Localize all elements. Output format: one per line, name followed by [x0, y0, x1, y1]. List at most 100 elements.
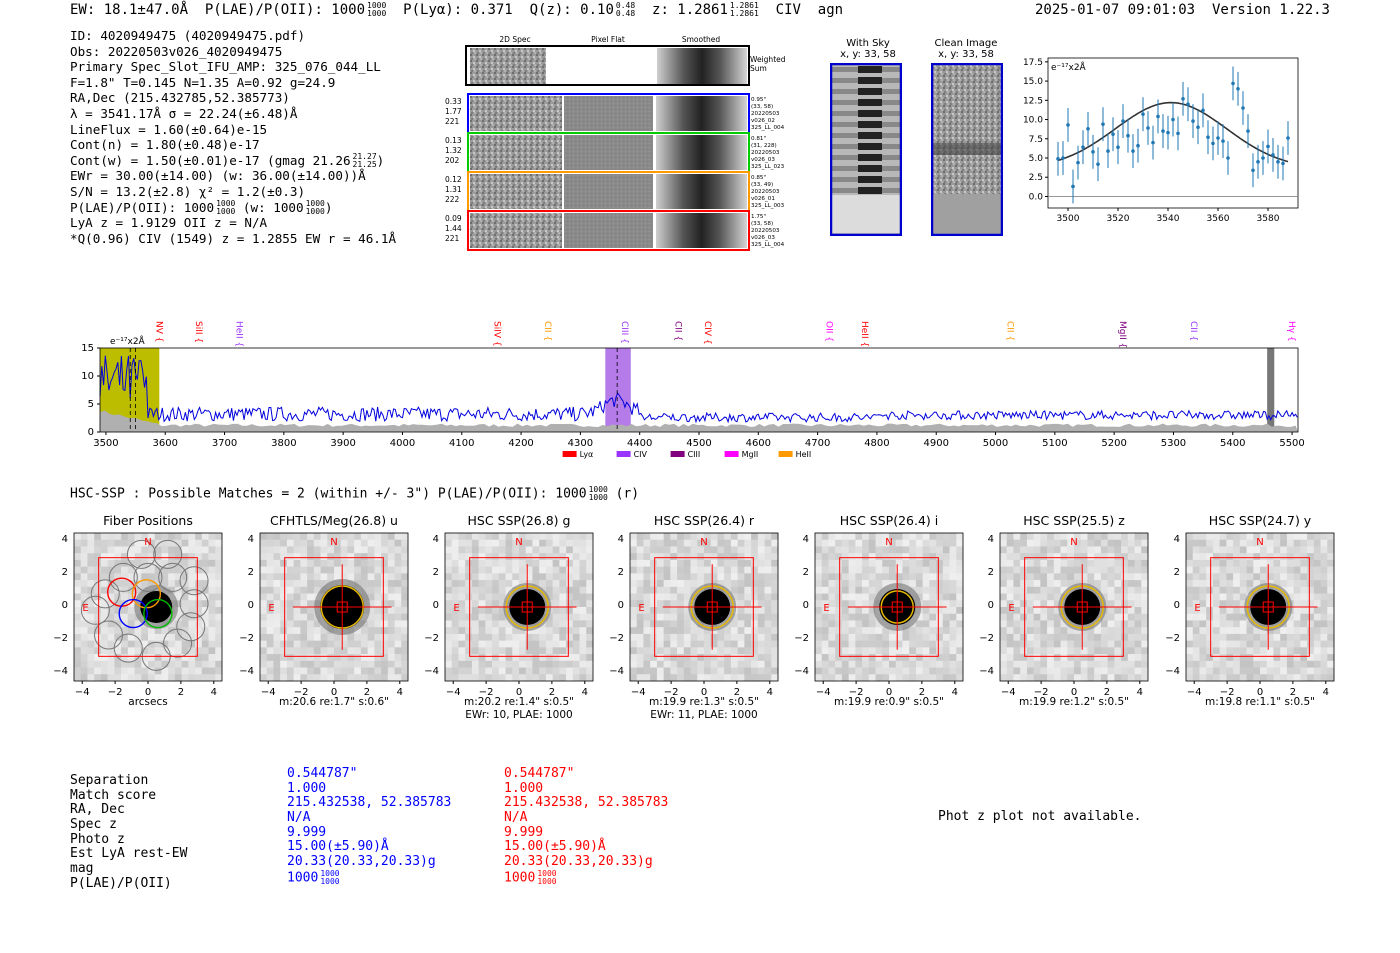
row-right-value: v026_02 [751, 118, 775, 124]
panel-xtick-label: 0 [516, 687, 522, 698]
panel-ytick-label: 0 [987, 600, 994, 611]
header-z: z: 1.2861 [652, 2, 728, 18]
fit-point [1226, 156, 1230, 160]
panel-xtick-label: 4 [582, 687, 588, 698]
legend-label: MgII [742, 450, 759, 459]
fit-point [1201, 108, 1205, 113]
center-box [1076, 601, 1088, 613]
table-cell: 1000 1000 1000 [504, 868, 557, 886]
row-right-value: 325_LL_003 [751, 203, 785, 209]
fiber-circle [90, 579, 120, 609]
panel-xtick-label: −4 [261, 687, 276, 698]
panel-xtick-label: −4 [75, 687, 90, 698]
panel-subtitle: m:20.2 re:1.4" s:0.5" [464, 696, 574, 708]
pixel-grid [1000, 533, 1149, 682]
spec-xtick-label: 4000 [390, 438, 415, 449]
fit-ytick-label: 5.0 [1029, 154, 1044, 164]
clean-xy: x, y: 33, 58 [938, 49, 994, 60]
fit-point [1216, 136, 1220, 140]
panel-ytick-label: 2 [1173, 567, 1180, 579]
panel-ytick-label: 0 [617, 600, 624, 611]
frac-lo: 0.48 [615, 9, 636, 18]
cutout-panel: N E −4 −2 0 2 4 [629, 532, 779, 698]
row-right-value: v026_01 [751, 196, 775, 202]
source-core [140, 591, 173, 623]
sum-label: Sum [750, 64, 767, 73]
fiber-circle [153, 539, 183, 569]
match-red: 0.544787" 1.000 215.432538, 52.385783 N/A 9.… [504, 766, 668, 886]
spec-xtick-label: 4800 [864, 438, 889, 449]
panel-ytick-label: 4 [617, 534, 624, 546]
sky-source [858, 77, 882, 84]
table-cell: N/A [287, 810, 311, 826]
info-lyaz: LyA z = 1.9129 OII z = N/A [70, 215, 268, 231]
fit-xtick-label: 3580 [1257, 214, 1280, 224]
panel-ytick-label: 2 [432, 567, 439, 579]
with-sky-image [830, 63, 902, 236]
table-cell: mag [70, 861, 94, 877]
clean-title: Clean Image x, y: 33, 58 [918, 38, 1014, 60]
north-label: N [144, 537, 151, 548]
panel-ytick-label: 4 [987, 534, 994, 546]
panel-xtick-label: −4 [1187, 687, 1202, 698]
frac-lo: 1.2861 [729, 9, 759, 18]
fit-xtick-label: 3560 [1207, 214, 1230, 224]
spec-ytick-label: 5 [88, 399, 94, 410]
row-gap [562, 173, 564, 210]
emission-line-label: SiII { [193, 321, 203, 343]
fit-point [1141, 112, 1145, 116]
fit-point [1271, 153, 1275, 157]
header-right: 2025-01-07 09:01:03 Version 1.22.3 [1035, 2, 1330, 18]
emission-line-label: MgII { [1117, 321, 1127, 348]
fiber-circle [179, 566, 209, 596]
table-cell: Spec z [70, 817, 117, 833]
fit-point [1241, 106, 1245, 110]
panel-ytick-label: 2 [987, 567, 994, 579]
fit-ytick-label: 2.5 [1029, 173, 1043, 183]
legend-swatch [670, 451, 685, 457]
search-box [839, 557, 939, 657]
panel-ytick-label: 4 [61, 534, 68, 546]
east-label: E [453, 603, 459, 614]
fit-point [1161, 129, 1165, 133]
east-label: E [638, 603, 644, 614]
panel-ytick-label: −4 [979, 665, 994, 677]
legend-label: HeII [796, 450, 812, 459]
panel-xtick-label: −2 [108, 687, 123, 698]
info-plae: P(LAE)/P(OII): 1000 1000 1000 (w: 1000 1000… [70, 200, 396, 216]
spec-xtick-label: 4600 [746, 438, 771, 449]
cutout-panel: N E −4 −2 0 2 4 [444, 532, 594, 698]
panel-title: HSC SSP(25.5) z [1023, 513, 1125, 528]
panel-ytick-label: −4 [1165, 665, 1180, 677]
emission-line-label: CII { [1004, 321, 1014, 341]
row-right-value: 325_LL_004 [751, 125, 785, 131]
fiber-green [143, 598, 173, 629]
header-plya: P(Lyα): 0.371 [403, 2, 513, 18]
plae-end: ) [324, 199, 333, 215]
fit-point [1166, 130, 1170, 135]
info-contw: Cont(w) = 1.50(±0.01)e-17 (gmag 21.26 21.… [70, 153, 396, 169]
row-left-value: 221 [445, 117, 460, 126]
panel-subtitle: m:20.6 re:1.7" s:0.6" [279, 696, 389, 708]
spec-xtick-label: 4100 [449, 438, 474, 449]
info-ewr: EWr = 30.00(±14.00) (w: 36.00(±14.00))Å [70, 168, 366, 184]
center-box [521, 601, 533, 613]
panel-xtick-label: 0 [331, 687, 337, 698]
col-2dspec: 2D Spec [499, 35, 530, 44]
row-left-value: 202 [445, 156, 460, 165]
cutout-panel: N E −4 −2 0 2 4 [999, 532, 1149, 698]
emission-line-label: OII { [824, 321, 834, 342]
fit-ytick-label: 0.0 [1029, 192, 1044, 202]
panel-xtick-label: −2 [479, 687, 494, 698]
info-civ: *Q(0.96) CIV (1549) z = 1.2855 EW r = 46… [70, 230, 397, 246]
spec-ytick-label: 10 [81, 371, 94, 382]
row-right-value: v026_03 [751, 157, 775, 163]
search-box [284, 557, 384, 657]
info-sn: S/N = 13.2(±2.8) χ² = 1.2(±0.3) [70, 183, 306, 199]
fit-point [1076, 160, 1080, 165]
weighted-label: Weighted [750, 55, 786, 64]
spec-ytick-label: 15 [81, 343, 94, 354]
plae-mid: (w: 1000 [235, 199, 304, 215]
fit-point [1146, 126, 1150, 130]
